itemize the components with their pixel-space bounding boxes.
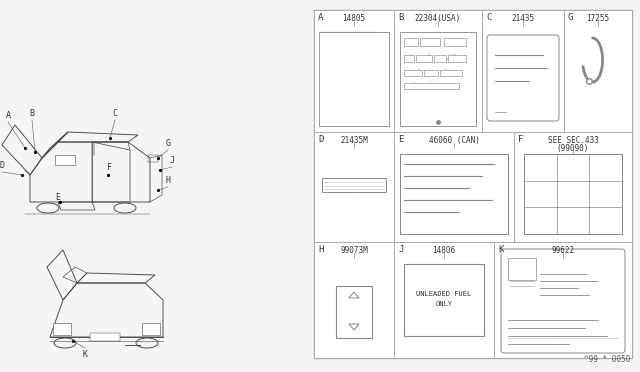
Text: 21435: 21435 — [511, 14, 534, 23]
Text: F: F — [108, 163, 113, 172]
Bar — [404, 70, 422, 76]
Text: G: G — [568, 13, 573, 22]
Text: E: E — [56, 193, 61, 202]
Bar — [404, 38, 418, 46]
Text: 99622: 99622 — [552, 246, 575, 255]
Text: C: C — [486, 13, 492, 22]
Bar — [416, 55, 432, 62]
Bar — [400, 154, 508, 234]
Text: 99073M: 99073M — [340, 246, 368, 255]
Text: 46060 (CAN): 46060 (CAN) — [429, 136, 479, 145]
Bar — [448, 55, 466, 62]
Text: H: H — [318, 245, 323, 254]
Text: A: A — [6, 111, 10, 120]
Bar — [394, 242, 494, 358]
Bar — [434, 55, 446, 62]
Text: 14806: 14806 — [433, 246, 456, 255]
Bar — [142, 323, 160, 335]
Text: J: J — [170, 156, 175, 165]
Text: 22304(USA): 22304(USA) — [415, 14, 461, 23]
Bar — [564, 10, 632, 132]
Bar — [440, 70, 462, 76]
Text: E: E — [398, 135, 403, 144]
Text: G: G — [166, 139, 170, 148]
Text: J: J — [398, 245, 403, 254]
Text: 17255: 17255 — [586, 14, 609, 23]
Bar — [404, 83, 459, 89]
Bar — [55, 155, 75, 165]
Text: C: C — [113, 109, 118, 118]
Bar — [508, 258, 536, 280]
Bar — [53, 323, 71, 335]
Text: D: D — [318, 135, 323, 144]
Bar — [314, 10, 632, 358]
Text: UNLEADED FUEL: UNLEADED FUEL — [417, 291, 472, 297]
Text: 21435M: 21435M — [340, 136, 368, 145]
Text: (99090): (99090) — [557, 144, 589, 153]
Text: 14805: 14805 — [342, 14, 365, 23]
Bar — [314, 242, 394, 358]
Text: __: __ — [351, 194, 356, 198]
Bar — [400, 32, 476, 126]
Text: K: K — [83, 350, 88, 359]
Text: B: B — [398, 13, 403, 22]
Bar — [494, 242, 632, 358]
Bar — [314, 132, 394, 242]
Bar — [90, 333, 120, 341]
Bar — [524, 154, 622, 234]
Text: K: K — [498, 245, 504, 254]
Text: SEE SEC.433: SEE SEC.433 — [548, 136, 598, 145]
Bar — [420, 38, 440, 46]
Text: D: D — [0, 161, 4, 170]
Bar — [404, 264, 484, 336]
Text: H: H — [166, 176, 170, 185]
Bar — [336, 286, 372, 338]
Bar — [514, 132, 632, 242]
Bar — [424, 70, 438, 76]
Bar — [319, 32, 389, 126]
Bar — [314, 10, 394, 132]
Bar — [482, 10, 564, 132]
Text: F: F — [518, 135, 524, 144]
Bar — [444, 38, 466, 46]
Bar — [404, 55, 414, 62]
Bar — [394, 132, 514, 242]
Bar — [394, 10, 482, 132]
Text: B: B — [29, 109, 35, 118]
Text: ^99 * 0050: ^99 * 0050 — [584, 355, 630, 364]
Bar — [322, 178, 386, 192]
Text: A: A — [318, 13, 323, 22]
Text: ONLY: ONLY — [435, 301, 452, 307]
